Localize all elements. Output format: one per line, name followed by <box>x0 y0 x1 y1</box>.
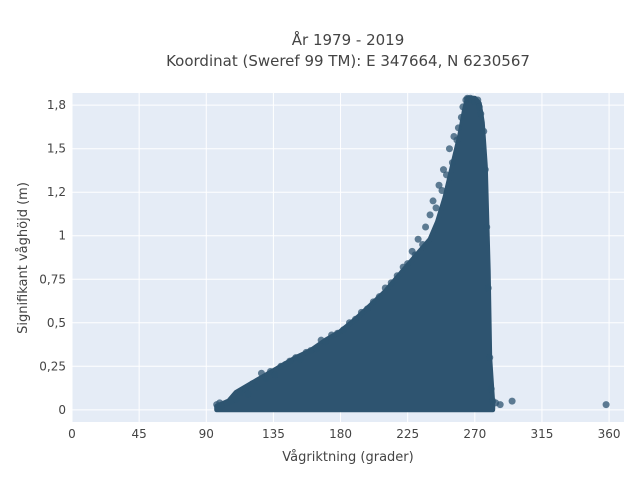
data-point <box>296 355 304 363</box>
data-point <box>602 401 610 409</box>
data-point <box>457 113 465 121</box>
data-point <box>442 171 450 179</box>
data-point <box>435 181 443 189</box>
data-point <box>419 240 427 248</box>
data-point <box>414 235 422 243</box>
data-point <box>375 293 383 301</box>
data-point <box>351 315 359 323</box>
data-point <box>432 204 440 212</box>
data-point <box>429 197 437 205</box>
data-point <box>459 103 467 111</box>
data-point <box>439 166 447 174</box>
data-point <box>448 159 456 167</box>
data-point <box>334 329 342 337</box>
y-tick-labels: 0 0,25 0,5 0,75 1 1,2 1,5 1,8 <box>39 98 66 417</box>
data-point <box>286 357 294 365</box>
data-point <box>253 383 261 391</box>
data-points <box>213 94 610 410</box>
data-point <box>404 260 412 268</box>
y-tick-label: 0 <box>58 403 66 417</box>
y-tick-label: 1,2 <box>47 185 66 199</box>
x-tick-label: 180 <box>329 427 352 441</box>
data-point <box>322 338 330 346</box>
x-tick-label: 360 <box>598 427 621 441</box>
data-point <box>411 251 419 259</box>
x-tick-label: 45 <box>131 427 146 441</box>
data-point <box>307 347 315 355</box>
data-point <box>232 395 240 403</box>
data-point <box>486 354 494 362</box>
x-tick-labels: 0 45 90 135 180 225 270 315 360 <box>68 427 620 441</box>
y-tick-label: 1 <box>58 229 66 243</box>
data-point <box>422 223 430 231</box>
chart-title-line-2: Koordinat (Sweref 99 TM): E 347664, N 62… <box>166 52 530 70</box>
data-point <box>328 331 336 339</box>
data-point <box>426 211 434 219</box>
data-point <box>477 110 485 118</box>
data-point <box>480 127 488 135</box>
y-tick-label: 0,5 <box>47 316 66 330</box>
data-point <box>474 96 482 104</box>
y-tick-label: 0,25 <box>39 359 66 373</box>
data-point <box>487 385 495 393</box>
x-tick-label: 90 <box>199 427 214 441</box>
data-point <box>445 145 453 153</box>
data-point <box>454 124 462 132</box>
data-point <box>363 305 371 313</box>
data-point <box>217 402 225 410</box>
data-point <box>357 308 365 316</box>
data-point <box>262 374 270 382</box>
data-point <box>484 284 492 292</box>
y-axis-title: Signifikant våghöjd (m) <box>16 182 31 334</box>
data-point <box>345 319 353 327</box>
x-axis-title: Vågriktning (grader) <box>282 450 413 465</box>
data-point <box>475 103 483 111</box>
x-tick-label: 315 <box>530 427 553 441</box>
data-point <box>369 298 377 306</box>
data-point <box>438 186 446 194</box>
data-point <box>393 272 401 280</box>
y-tick-label: 1,5 <box>47 142 66 156</box>
x-tick-label: 0 <box>68 427 76 441</box>
y-tick-label: 1,8 <box>47 98 66 112</box>
data-point <box>313 345 321 353</box>
data-point <box>483 223 491 231</box>
data-point <box>453 136 461 144</box>
data-point <box>257 369 265 377</box>
x-tick-label: 225 <box>396 427 419 441</box>
data-point <box>244 390 252 398</box>
data-point <box>381 284 389 292</box>
x-tick-label: 270 <box>463 427 486 441</box>
data-point <box>387 279 395 287</box>
data-point <box>508 397 516 405</box>
data-point <box>481 166 489 174</box>
x-tick-label: 135 <box>262 427 285 441</box>
y-tick-label: 0,75 <box>39 272 66 286</box>
data-point <box>496 401 504 409</box>
data-point <box>340 326 348 334</box>
chart-title-line-1: År 1979 - 2019 <box>292 30 405 49</box>
data-point <box>241 385 249 393</box>
data-point <box>271 371 279 379</box>
